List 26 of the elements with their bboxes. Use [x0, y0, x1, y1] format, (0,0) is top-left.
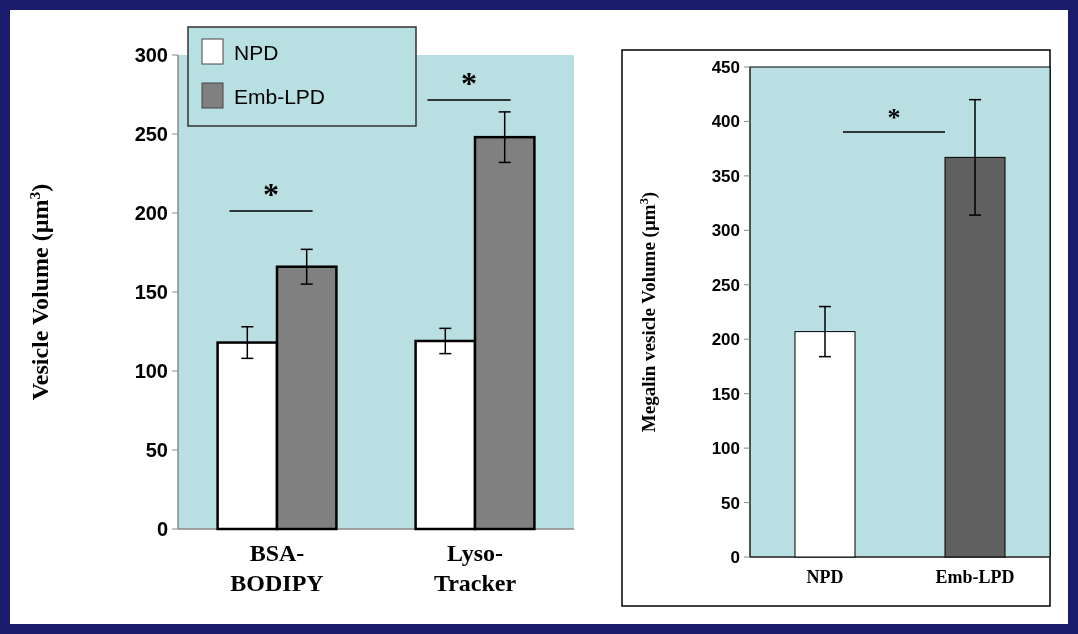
legend-label: Emb-LPD: [234, 85, 326, 108]
y-tick-label: 0: [156, 518, 168, 540]
y-tick-label: 100: [134, 360, 168, 382]
y-tick-label: 300: [711, 221, 740, 241]
y-tick-label: 250: [134, 123, 168, 145]
y-tick-label: 400: [711, 112, 740, 132]
x-tick-label: Emb-LPD: [935, 567, 1015, 587]
y-tick-label: 450: [711, 57, 740, 77]
y-tick-label: 50: [145, 439, 168, 461]
x-tick-label: NPD: [806, 567, 844, 587]
y-tick-label: 150: [711, 384, 740, 404]
y-tick-label: 350: [711, 166, 740, 186]
annotation: *: [263, 176, 280, 212]
y-tick-label: 0: [730, 547, 740, 567]
y-tick-label: 250: [711, 275, 740, 295]
y-tick-label: 200: [711, 330, 740, 350]
y-tick-label: 200: [134, 202, 168, 224]
y-tick-label: 100: [711, 439, 740, 459]
x-tick-label: BSA-BODIPY: [230, 540, 324, 596]
y-tick-label: 300: [134, 44, 168, 66]
legend-label: NPD: [234, 41, 279, 64]
y-tick-label: 150: [134, 281, 168, 303]
annotation: *: [461, 65, 478, 101]
x-tick-label: Lyso-Tracker: [433, 540, 517, 596]
annotation: *: [887, 103, 901, 132]
y-tick-label: 50: [721, 493, 740, 513]
